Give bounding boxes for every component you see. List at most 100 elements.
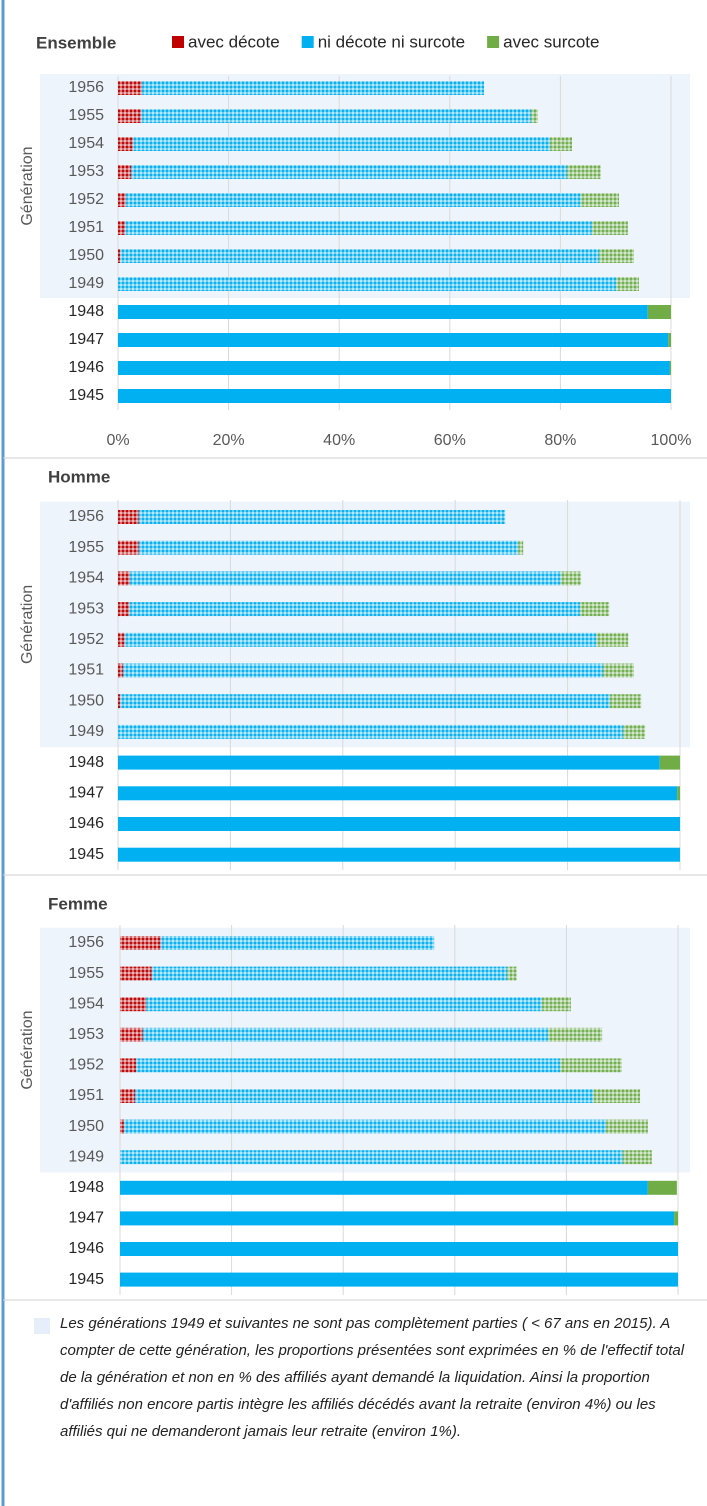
y-tick-label: 1955 bbox=[68, 107, 104, 124]
y-tick-label: 1950 bbox=[68, 1118, 104, 1135]
bar-segment bbox=[132, 137, 550, 151]
bar-segment bbox=[118, 109, 142, 123]
bar-segment bbox=[129, 602, 580, 617]
legend-swatch bbox=[487, 36, 500, 48]
y-tick-label: 1955 bbox=[68, 965, 104, 982]
y-tick-label: 1946 bbox=[68, 1240, 104, 1257]
y-tick-label: 1956 bbox=[68, 79, 104, 96]
bar-segment bbox=[669, 361, 671, 375]
y-tick-label: 1949 bbox=[68, 723, 104, 740]
bar-segment bbox=[125, 193, 581, 207]
bar-segment bbox=[120, 1119, 124, 1134]
bar-segment bbox=[118, 333, 669, 347]
bar-segment bbox=[674, 1211, 678, 1226]
x-tick-label: 40% bbox=[323, 432, 355, 449]
bar-segment bbox=[120, 1272, 678, 1287]
legend-label: avec décote bbox=[188, 32, 280, 51]
bar-segment bbox=[124, 632, 597, 647]
bar-segment bbox=[120, 966, 152, 981]
bar-segment bbox=[609, 694, 642, 709]
bar-segment bbox=[118, 137, 133, 151]
y-tick-label: 1949 bbox=[68, 275, 104, 292]
y-tick-label: 1951 bbox=[68, 219, 104, 236]
bar-segment bbox=[579, 602, 610, 617]
legend-swatch bbox=[172, 36, 184, 48]
bar-segment bbox=[593, 1089, 641, 1103]
y-tick-label: 1954 bbox=[68, 570, 104, 587]
y-tick-label: 1948 bbox=[68, 754, 104, 771]
y-tick-label: 1945 bbox=[68, 1271, 104, 1288]
bar-segment bbox=[622, 1150, 652, 1165]
x-tick-label: 0% bbox=[106, 432, 129, 449]
bar-segment bbox=[120, 1242, 678, 1256]
bar-segment bbox=[118, 249, 121, 263]
bar-segment bbox=[118, 510, 139, 524]
bar-segment bbox=[123, 1119, 607, 1134]
partial-shade bbox=[40, 74, 690, 298]
bar-segment bbox=[123, 663, 604, 678]
bar-segment bbox=[138, 540, 519, 555]
bar-segment bbox=[118, 755, 660, 770]
bar-segment bbox=[668, 333, 671, 347]
x-tick-label: 80% bbox=[544, 432, 576, 449]
bar-segment bbox=[647, 1180, 677, 1195]
y-tick-label: 1953 bbox=[68, 1026, 104, 1043]
panel-title: Ensemble bbox=[36, 33, 116, 52]
y-tick-label: 1950 bbox=[68, 247, 104, 264]
bar-segment bbox=[120, 1058, 137, 1073]
y-axis-label: Génération bbox=[19, 585, 36, 664]
bar-segment bbox=[677, 786, 680, 801]
bar-segment bbox=[647, 305, 671, 319]
y-tick-label: 1952 bbox=[68, 1057, 104, 1074]
bar-segment bbox=[118, 221, 126, 235]
bar-segment bbox=[549, 137, 573, 151]
bar-segment bbox=[118, 663, 124, 678]
bar-segment bbox=[118, 602, 130, 617]
bar-segment bbox=[142, 1027, 548, 1042]
x-tick-label: 20% bbox=[213, 432, 245, 449]
note: Les générations 1949 et suivantes ne son… bbox=[60, 1315, 685, 1440]
legend-label: ni décote ni surcote bbox=[318, 32, 465, 51]
bar-segment bbox=[623, 724, 646, 739]
bar-segment bbox=[118, 165, 132, 179]
bar-segment bbox=[141, 109, 532, 123]
bar-segment bbox=[120, 936, 161, 950]
bar-segment bbox=[603, 663, 634, 678]
y-tick-label: 1956 bbox=[68, 508, 104, 525]
y-tick-label: 1953 bbox=[68, 163, 104, 180]
bar-segment bbox=[118, 305, 648, 319]
bar-segment bbox=[125, 221, 592, 235]
bar-segment bbox=[120, 249, 600, 263]
bar-segment bbox=[591, 221, 628, 235]
bar-segment bbox=[120, 997, 147, 1012]
partial-shade bbox=[40, 927, 690, 1173]
bar-segment bbox=[560, 1058, 622, 1073]
bar-segment bbox=[118, 571, 130, 586]
bar-segment bbox=[120, 1211, 675, 1226]
bar-segment bbox=[118, 694, 121, 709]
bar-segment bbox=[120, 1180, 648, 1195]
x-tick-label: 100% bbox=[651, 432, 692, 449]
bar-segment bbox=[567, 165, 601, 179]
legend-swatch bbox=[301, 36, 314, 48]
bar-segment bbox=[118, 786, 678, 801]
bar-segment bbox=[118, 193, 126, 207]
y-tick-label: 1946 bbox=[68, 359, 104, 376]
bar-segment bbox=[141, 81, 485, 95]
y-tick-label: 1952 bbox=[68, 191, 104, 208]
y-tick-label: 1945 bbox=[68, 387, 104, 404]
bar-segment bbox=[135, 1089, 594, 1103]
bar-segment bbox=[131, 165, 568, 179]
y-tick-label: 1955 bbox=[68, 539, 104, 556]
y-tick-label: 1948 bbox=[68, 1179, 104, 1196]
bar-segment bbox=[136, 1058, 561, 1073]
y-tick-label: 1949 bbox=[68, 1148, 104, 1165]
partial-shade bbox=[40, 501, 690, 748]
bar-segment bbox=[151, 966, 508, 981]
bar-segment bbox=[599, 249, 634, 263]
bar-segment bbox=[547, 1027, 603, 1042]
y-tick-label: 1951 bbox=[68, 1087, 104, 1104]
y-axis-label: Génération bbox=[19, 1011, 36, 1090]
bar-segment bbox=[120, 1027, 143, 1042]
